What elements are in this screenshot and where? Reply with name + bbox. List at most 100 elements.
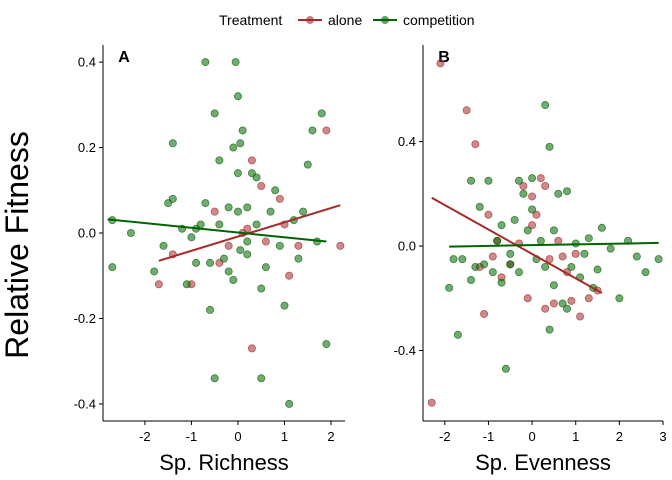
point-competition-b: [488, 268, 497, 277]
point-competition-a: [196, 220, 205, 229]
point-alone-b: [488, 252, 497, 261]
point-competition-a: [187, 233, 196, 242]
point-competition-b: [580, 249, 589, 258]
point-competition-b: [597, 223, 606, 232]
point-competition-a: [238, 126, 247, 135]
point-alone-b: [541, 304, 550, 313]
point-competition-a: [303, 160, 312, 169]
point-competition-a: [294, 254, 303, 263]
panel-a: -0.4 -0.2 0.0 0.2 0.4 -2 -1 0 1 2 Sp. Richness A: [74, 45, 345, 475]
point-alone-a: [247, 344, 256, 353]
point-alone-b: [528, 221, 537, 230]
point-competition-a: [206, 305, 215, 314]
point-competition-b: [606, 244, 615, 253]
x-tick-label-b: 3: [659, 429, 666, 444]
point-alone-a: [294, 241, 303, 250]
point-competition-a: [159, 241, 168, 250]
point-competition-a: [192, 258, 201, 267]
point-alone-b: [528, 192, 537, 201]
panel-b: -0.4 0.0 0.4 -2 -1 0 1 2 3 Sp. Evenness B: [394, 45, 667, 475]
point-competition-b: [497, 278, 506, 287]
point-competition-b: [471, 262, 480, 271]
point-competition-b: [541, 262, 550, 271]
point-competition-b: [584, 234, 593, 243]
point-competition-b: [506, 249, 515, 258]
panel-tag-b: B: [438, 49, 450, 66]
point-alone-b: [558, 252, 567, 261]
point-competition-a: [236, 139, 245, 148]
point-competition-a: [275, 241, 284, 250]
point-competition-a: [108, 263, 117, 272]
point-alone-a: [261, 237, 270, 246]
point-competition-b: [475, 202, 484, 211]
point-competition-b: [641, 268, 650, 277]
point-competition-a: [201, 199, 210, 208]
point-alone-b: [532, 210, 541, 219]
point-competition-a: [308, 126, 317, 135]
point-competition-b: [558, 299, 567, 308]
point-competition-a: [243, 237, 252, 246]
point-competition-b: [453, 330, 462, 339]
point-competition-b: [654, 255, 663, 264]
point-competition-b: [497, 221, 506, 230]
point-alone-b: [584, 294, 593, 303]
point-competition-a: [285, 399, 294, 408]
point-competition-a: [229, 143, 238, 152]
point-competition-b: [528, 174, 537, 183]
point-competition-b: [493, 236, 502, 245]
point-competition-a: [168, 194, 177, 203]
point-alone-b: [576, 312, 585, 321]
point-alone-b: [554, 236, 563, 245]
y-tick-label-b: -0.4: [394, 343, 416, 358]
point-alone-b: [436, 59, 445, 68]
point-competition-a: [317, 109, 326, 118]
point-competition-b: [515, 268, 524, 277]
point-competition-a: [261, 263, 270, 272]
point-alone-b: [541, 181, 550, 190]
point-competition-b: [501, 364, 510, 373]
point-alone-b: [536, 174, 545, 183]
point-competition-b: [549, 226, 558, 235]
point-competition-b: [536, 236, 545, 245]
point-competition-a: [233, 207, 242, 216]
point-alone-a: [154, 280, 163, 289]
panel-tag-a: A: [118, 49, 130, 66]
point-competition-b: [593, 265, 602, 274]
y-tick-label-b: 0.0: [398, 239, 416, 254]
point-competition-a: [243, 250, 252, 259]
legend-label-alone: alone: [328, 12, 362, 28]
point-competition-b: [541, 101, 550, 110]
point-competition-b: [563, 304, 572, 313]
point-competition-a: [252, 173, 261, 182]
point-alone-a: [210, 207, 219, 216]
point-competition-a: [229, 275, 238, 284]
point-competition-b: [523, 226, 532, 235]
point-competition-a: [257, 284, 266, 293]
point-competition-a: [243, 203, 252, 212]
point-competition-b: [549, 281, 558, 290]
trend-line-competition-b: [449, 241, 659, 248]
point-competition-b: [480, 260, 489, 269]
point-alone-b: [523, 294, 532, 303]
point-competition-a: [233, 92, 242, 101]
point-competition-a: [215, 156, 224, 165]
x-tick-label-b: 2: [616, 429, 623, 444]
point-alone-a: [336, 241, 345, 250]
point-competition-b: [632, 252, 641, 261]
point-competition-a: [206, 258, 215, 267]
point-competition-a: [210, 374, 219, 383]
point-competition-a: [168, 139, 177, 148]
point-competition-b: [567, 262, 576, 271]
x-tick-label-b: -1: [483, 429, 495, 444]
point-competition-a: [219, 254, 228, 263]
point-competition-a: [126, 228, 135, 237]
y-tick-label-a: 0.4: [78, 55, 96, 70]
point-alone-b: [471, 140, 480, 149]
point-competition-a: [210, 109, 219, 118]
point-alone-a: [322, 126, 331, 135]
y-tick-label-a: -0.4: [74, 396, 96, 411]
x-tick-label-a: 2: [327, 429, 334, 444]
point-competition-a: [231, 58, 240, 67]
point-alone-b: [480, 309, 489, 318]
